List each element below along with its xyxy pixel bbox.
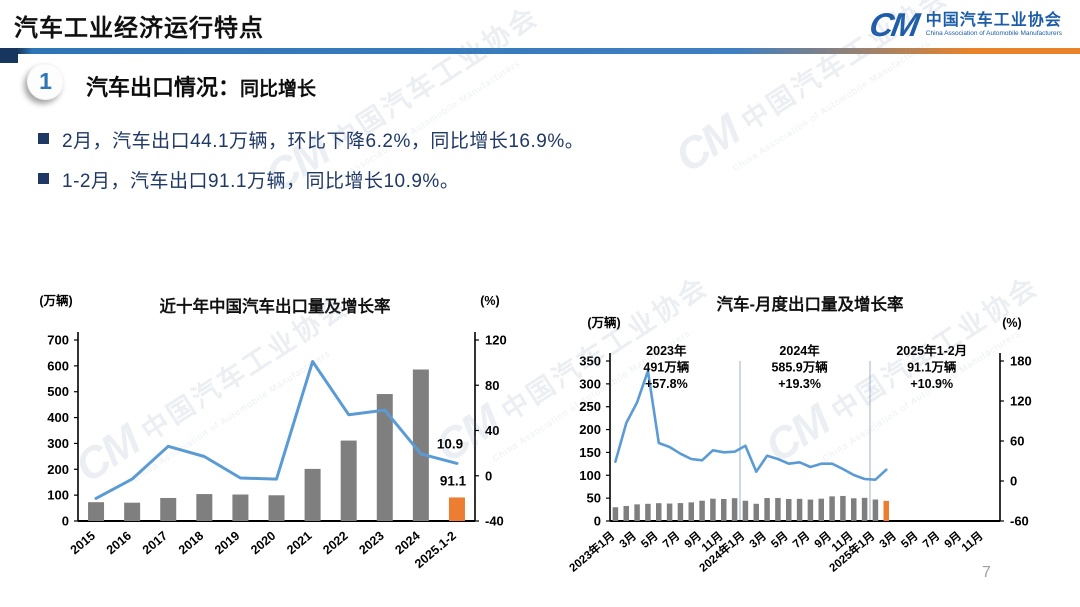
chart-export-monthly-canvas: 汽车-月度出口量及增长率 (万辆) (%) 0 50 100 150 200 250 300 350… [566,294,1032,575]
caam-logo-text: 中国汽车工业协会 China Association of Automobile… [926,12,1062,38]
svg-text:近十年中国汽车出口量及增长率: 近十年中国汽车出口量及增长率 [160,296,391,316]
section-title-sub: 同比增长 [240,79,317,100]
bullet-text: 2月，汽车出口44.1万辆，环比下降6.2%，同比增长16.9%。 [62,131,585,152]
section-title-main: 汽车出口情况： [86,75,241,100]
svg-text:60: 60 [1010,434,1024,449]
caam-logo: CM 中国汽车工业协会 China Association of Automob… [867,6,1062,43]
svg-text:0: 0 [485,468,492,483]
svg-text:-40: -40 [485,514,504,529]
svg-text:400: 400 [47,410,69,425]
svg-text:100: 100 [47,488,69,503]
svg-text:2015: 2015 [68,529,98,558]
svg-text:2019: 2019 [212,529,242,558]
svg-text:10.9: 10.9 [437,436,463,451]
svg-text:2018: 2018 [176,529,206,558]
svg-text:200: 200 [47,462,69,477]
svg-text:+57.8%: +57.8% [645,377,688,391]
page-number: 7 [982,564,991,581]
svg-text:2020: 2020 [248,529,278,558]
header-divider-notch [0,48,18,63]
svg-text:2021: 2021 [284,529,314,558]
svg-text:7月: 7月 [920,529,942,550]
svg-text:2017: 2017 [140,529,170,558]
svg-text:5月: 5月 [769,529,791,550]
svg-text:2022: 2022 [320,529,350,558]
svg-text:2023: 2023 [356,529,386,558]
bullet-item: 2月，汽车出口44.1万辆，环比下降6.2%，同比增长16.9%。 [38,126,584,153]
chart-export-decade-canvas: 近十年中国汽车出口量及增长率(万辆) (%)0100200300400500600… [39,293,507,571]
svg-text:600: 600 [47,358,69,373]
svg-text:(%): (%) [1002,316,1021,330]
watermark-cm-icon: CM [666,106,748,183]
caam-logo-name-cn: 中国汽车工业协会 [925,11,1062,29]
svg-text:7月: 7月 [660,529,682,550]
svg-text:150: 150 [579,445,601,460]
svg-text:(万辆): (万辆) [587,315,620,330]
svg-text:(%): (%) [480,294,499,308]
svg-text:91.1万辆: 91.1万辆 [907,360,957,375]
svg-text:120: 120 [1010,394,1032,409]
svg-text:0: 0 [1010,474,1017,489]
svg-text:350: 350 [579,354,601,369]
caam-logo-name-en: China Association of Automobile Manufact… [925,29,1062,37]
section-number-badge: 1 [27,63,64,100]
svg-text:180: 180 [1010,354,1032,369]
svg-text:50: 50 [587,491,601,506]
svg-text:100: 100 [579,468,601,483]
svg-text:2016: 2016 [104,529,134,558]
caam-logo-mark-icon: CM [867,6,922,43]
svg-text:7月: 7月 [790,529,812,550]
svg-text:2024年: 2024年 [779,343,820,358]
svg-text:2024: 2024 [392,529,422,558]
svg-text:+10.9%: +10.9% [910,377,953,391]
bullet-square-icon [38,173,49,184]
svg-text:0: 0 [594,514,601,529]
svg-text:200: 200 [579,422,601,437]
svg-text:5月: 5月 [639,529,661,550]
svg-text:80: 80 [485,378,499,393]
svg-text:3月: 3月 [617,529,639,550]
bullet-item: 1-2月，汽车出口91.1万辆，同比增长10.9%。 [38,166,584,193]
svg-text:300: 300 [579,376,601,391]
svg-text:585.9万辆: 585.9万辆 [771,360,828,375]
bullet-text: 1-2月，汽车出口91.1万辆，同比增长10.9%。 [62,171,460,192]
bullet-list: 2月，汽车出口44.1万辆，环比下降6.2%，同比增长16.9%。 1-2月，汽… [38,126,584,206]
svg-text:汽车-月度出口量及增长率: 汽车-月度出口量及增长率 [717,294,904,314]
svg-text:2023年1月: 2023年1月 [566,529,617,575]
svg-text:11月: 11月 [959,529,985,554]
chart-export-decade: 近十年中国汽车出口量及增长率 (万辆) (%) 0 100 200 300 400 500 600… [20,288,525,603]
svg-text:2025年1-2月: 2025年1-2月 [896,343,967,358]
svg-text:91.1: 91.1 [440,473,467,488]
svg-text:491万辆: 491万辆 [643,360,689,375]
svg-text:40: 40 [485,423,499,438]
svg-text:+19.3%: +19.3% [778,377,821,391]
svg-text:300: 300 [47,436,69,451]
svg-text:2023年: 2023年 [646,343,687,358]
svg-text:3月: 3月 [747,529,769,550]
svg-text:120: 120 [485,333,507,348]
svg-text:(万辆): (万辆) [39,293,72,308]
svg-text:500: 500 [47,384,69,399]
svg-text:700: 700 [47,333,69,348]
svg-text:-60: -60 [1010,514,1029,529]
svg-text:5月: 5月 [899,529,921,550]
svg-text:3月: 3月 [877,529,899,550]
svg-text:250: 250 [579,399,601,414]
svg-text:0: 0 [62,514,69,529]
chart-export-monthly: 汽车-月度出口量及增长率 (万辆) (%) 0 50 100 150 200 250 300 350… [548,288,1078,603]
bullet-square-icon [38,133,49,144]
header-divider-rule [0,48,1080,54]
page-title: 汽车工业经济运行特点 [14,15,264,42]
section-title: 汽车出口情况：同比增长 [86,70,316,102]
